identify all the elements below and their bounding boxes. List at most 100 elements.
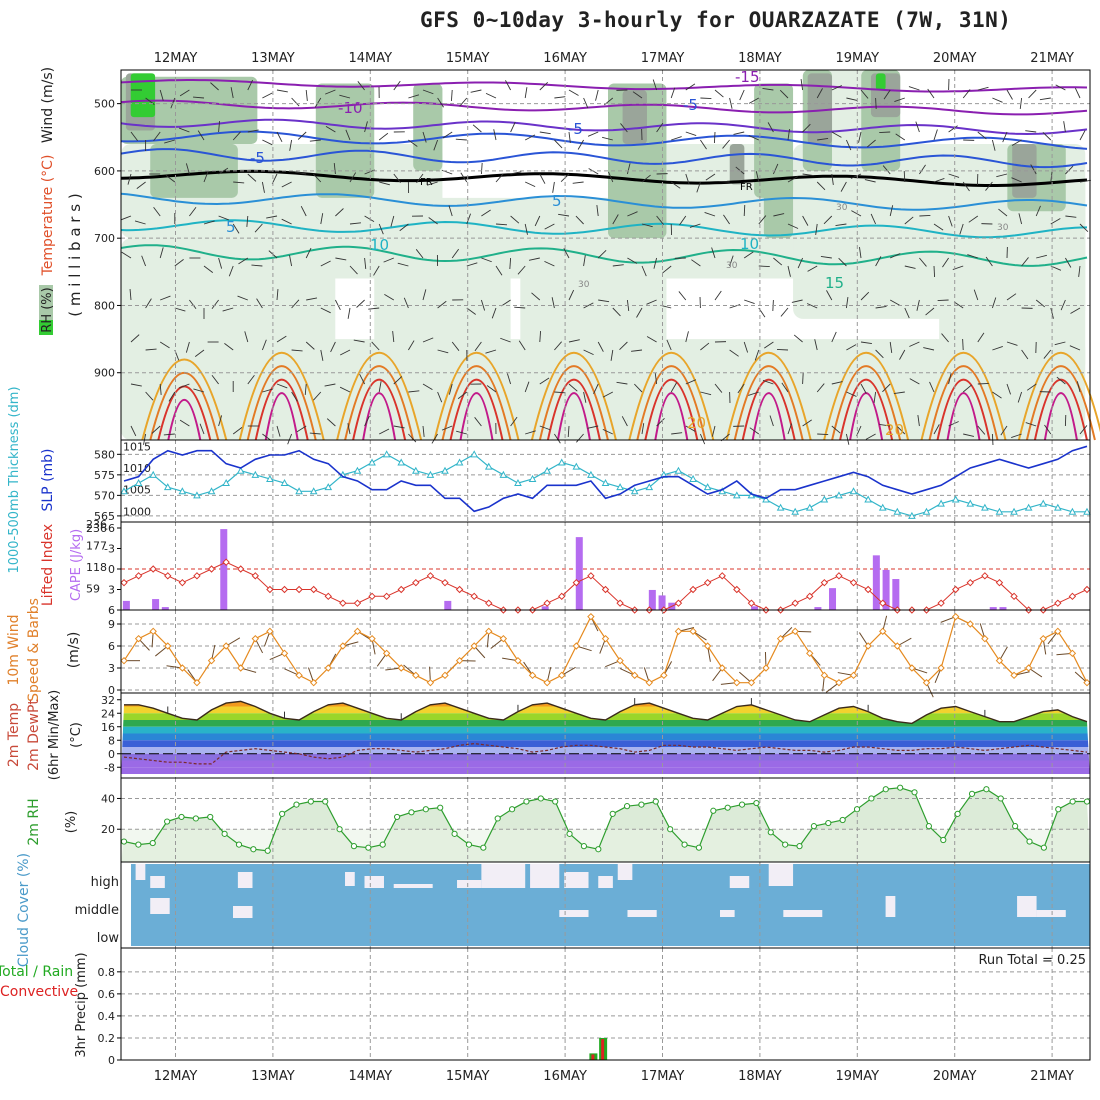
- rh2m-point: [451, 830, 458, 837]
- upper-wind-barb: [598, 299, 610, 303]
- surface-wind-barb: [138, 638, 150, 651]
- upper-wind-barb: [696, 181, 701, 193]
- upper-wind-barb: [1060, 299, 1066, 311]
- wind-speed-point: [1010, 671, 1018, 680]
- thickness-point: [630, 487, 639, 495]
- cloud-gap: [617, 864, 633, 880]
- upper-wind-barb: [291, 349, 303, 352]
- upper-wind-barb: [448, 205, 453, 217]
- cape-bar: [161, 607, 169, 610]
- upper-wind-barb: [729, 255, 734, 267]
- upper-wind-barb: [933, 424, 940, 435]
- upper-wind-barb: [1002, 131, 1008, 143]
- upper-wind-barb: [509, 257, 512, 270]
- upper-wind-barb: [597, 250, 607, 259]
- upper-wind-barb: [620, 123, 628, 133]
- isotherm-warm-dome: [644, 378, 699, 441]
- li-point: [397, 585, 405, 594]
- upper-wind-barb: [764, 341, 774, 349]
- li-point: [426, 572, 435, 580]
- upper-wind-barb: [879, 424, 891, 427]
- upper-wind-barb: [1006, 341, 1018, 346]
- upper-wind-barb: [583, 255, 586, 267]
- upper-wind-barb: [426, 181, 438, 186]
- upper-wind-barb: [495, 223, 508, 226]
- upper-wind-barb: [403, 297, 409, 309]
- cape-bar: [999, 607, 1007, 610]
- thickness-point: [280, 479, 289, 487]
- rh2m-point: [1026, 838, 1033, 845]
- upper-wind-barb: [164, 139, 175, 144]
- upper-wind-barb: [875, 306, 887, 309]
- upper-wind-barb: [554, 341, 562, 351]
- li-tick-label: 0: [108, 563, 115, 576]
- upper-wind-barb: [685, 173, 690, 185]
- wind-speed-point: [1039, 634, 1047, 643]
- upper-wind-barb: [894, 97, 905, 103]
- rh2m-tick-label: 20: [101, 823, 115, 836]
- upper-wind-barb: [378, 132, 389, 141]
- upper-wind-barb: [422, 425, 425, 437]
- upper-wind-barb: [455, 138, 467, 141]
- upper-wind-barb: [1070, 307, 1081, 314]
- upper-wind-barb: [700, 97, 712, 100]
- precip-axis-label: 3hr Precip (mm): [74, 952, 89, 1057]
- upper-wind-barb: [437, 97, 444, 108]
- upper-wind-barb: [525, 430, 536, 435]
- upper-wind-barb: [485, 92, 497, 99]
- upper-wind-barb: [408, 139, 418, 147]
- upper-wind-barb: [408, 94, 420, 99]
- upper-wind-barb: [889, 299, 901, 306]
- temp-color-band: [121, 753, 1090, 761]
- upper-wind-barb: [349, 222, 361, 225]
- upper-wind-barb: [551, 297, 555, 309]
- upper-wind-barb: [276, 89, 288, 93]
- upper-wind-barb: [174, 259, 184, 267]
- rh2m-point: [566, 830, 573, 837]
- date-label-top: 18MAY: [738, 51, 782, 66]
- temp-color-band: [121, 713, 1090, 720]
- li-point: [543, 599, 551, 607]
- upper-wind-barb: [875, 349, 884, 359]
- upper-wind-barb: [700, 139, 707, 150]
- cape-bar: [122, 600, 130, 610]
- upper-wind-barb: [160, 295, 171, 301]
- upper-wind-barb: [291, 299, 300, 309]
- wind-speed-point: [601, 634, 610, 643]
- thickness-point: [353, 466, 362, 474]
- surface-wind-barb: [825, 682, 840, 693]
- upper-wind-barb: [232, 131, 241, 141]
- isotherm-warm-dome: [628, 352, 715, 441]
- upper-wind-barb: [1043, 349, 1052, 359]
- upper-wind-barb: [189, 206, 197, 217]
- upper-wind-barb: [985, 181, 993, 191]
- upper-wind-barb: [238, 257, 249, 265]
- thickness-point: [791, 507, 800, 515]
- temp-bands-group: [121, 701, 1090, 774]
- upper-wind-barb: [539, 131, 551, 135]
- thickness-point: [222, 479, 230, 487]
- wind-speed-point: [981, 634, 989, 643]
- surface-wind-barb: [712, 667, 723, 682]
- upper-wind-barb: [587, 131, 599, 137]
- upper-wind-barb: [806, 303, 818, 309]
- upper-wind-barb: [1017, 391, 1023, 403]
- date-label-bottom: 21MAY: [1030, 1069, 1074, 1084]
- upper-wind-barb: [408, 390, 420, 393]
- isotherm-label: 30: [726, 261, 738, 271]
- date-label-bottom: 20MAY: [933, 1069, 977, 1084]
- upper-wind-barb: [1028, 89, 1037, 99]
- wind-speed-point: [995, 656, 1004, 665]
- wind-speed-point: [966, 620, 974, 628]
- upper-wind-barb: [612, 307, 621, 317]
- li-point: [280, 585, 289, 594]
- date-label-bottom: 13MAY: [251, 1069, 295, 1084]
- upper-wind-barb: [335, 257, 347, 261]
- upper-wind-barb: [845, 433, 850, 445]
- wind-speed-point: [237, 664, 245, 672]
- date-label-top: 16MAY: [543, 51, 587, 66]
- isotherm-minus15: [120, 79, 1088, 93]
- rh-shading-dark: [622, 90, 647, 144]
- date-label-top: 12MAY: [154, 51, 198, 66]
- wind-speed-point: [864, 642, 872, 650]
